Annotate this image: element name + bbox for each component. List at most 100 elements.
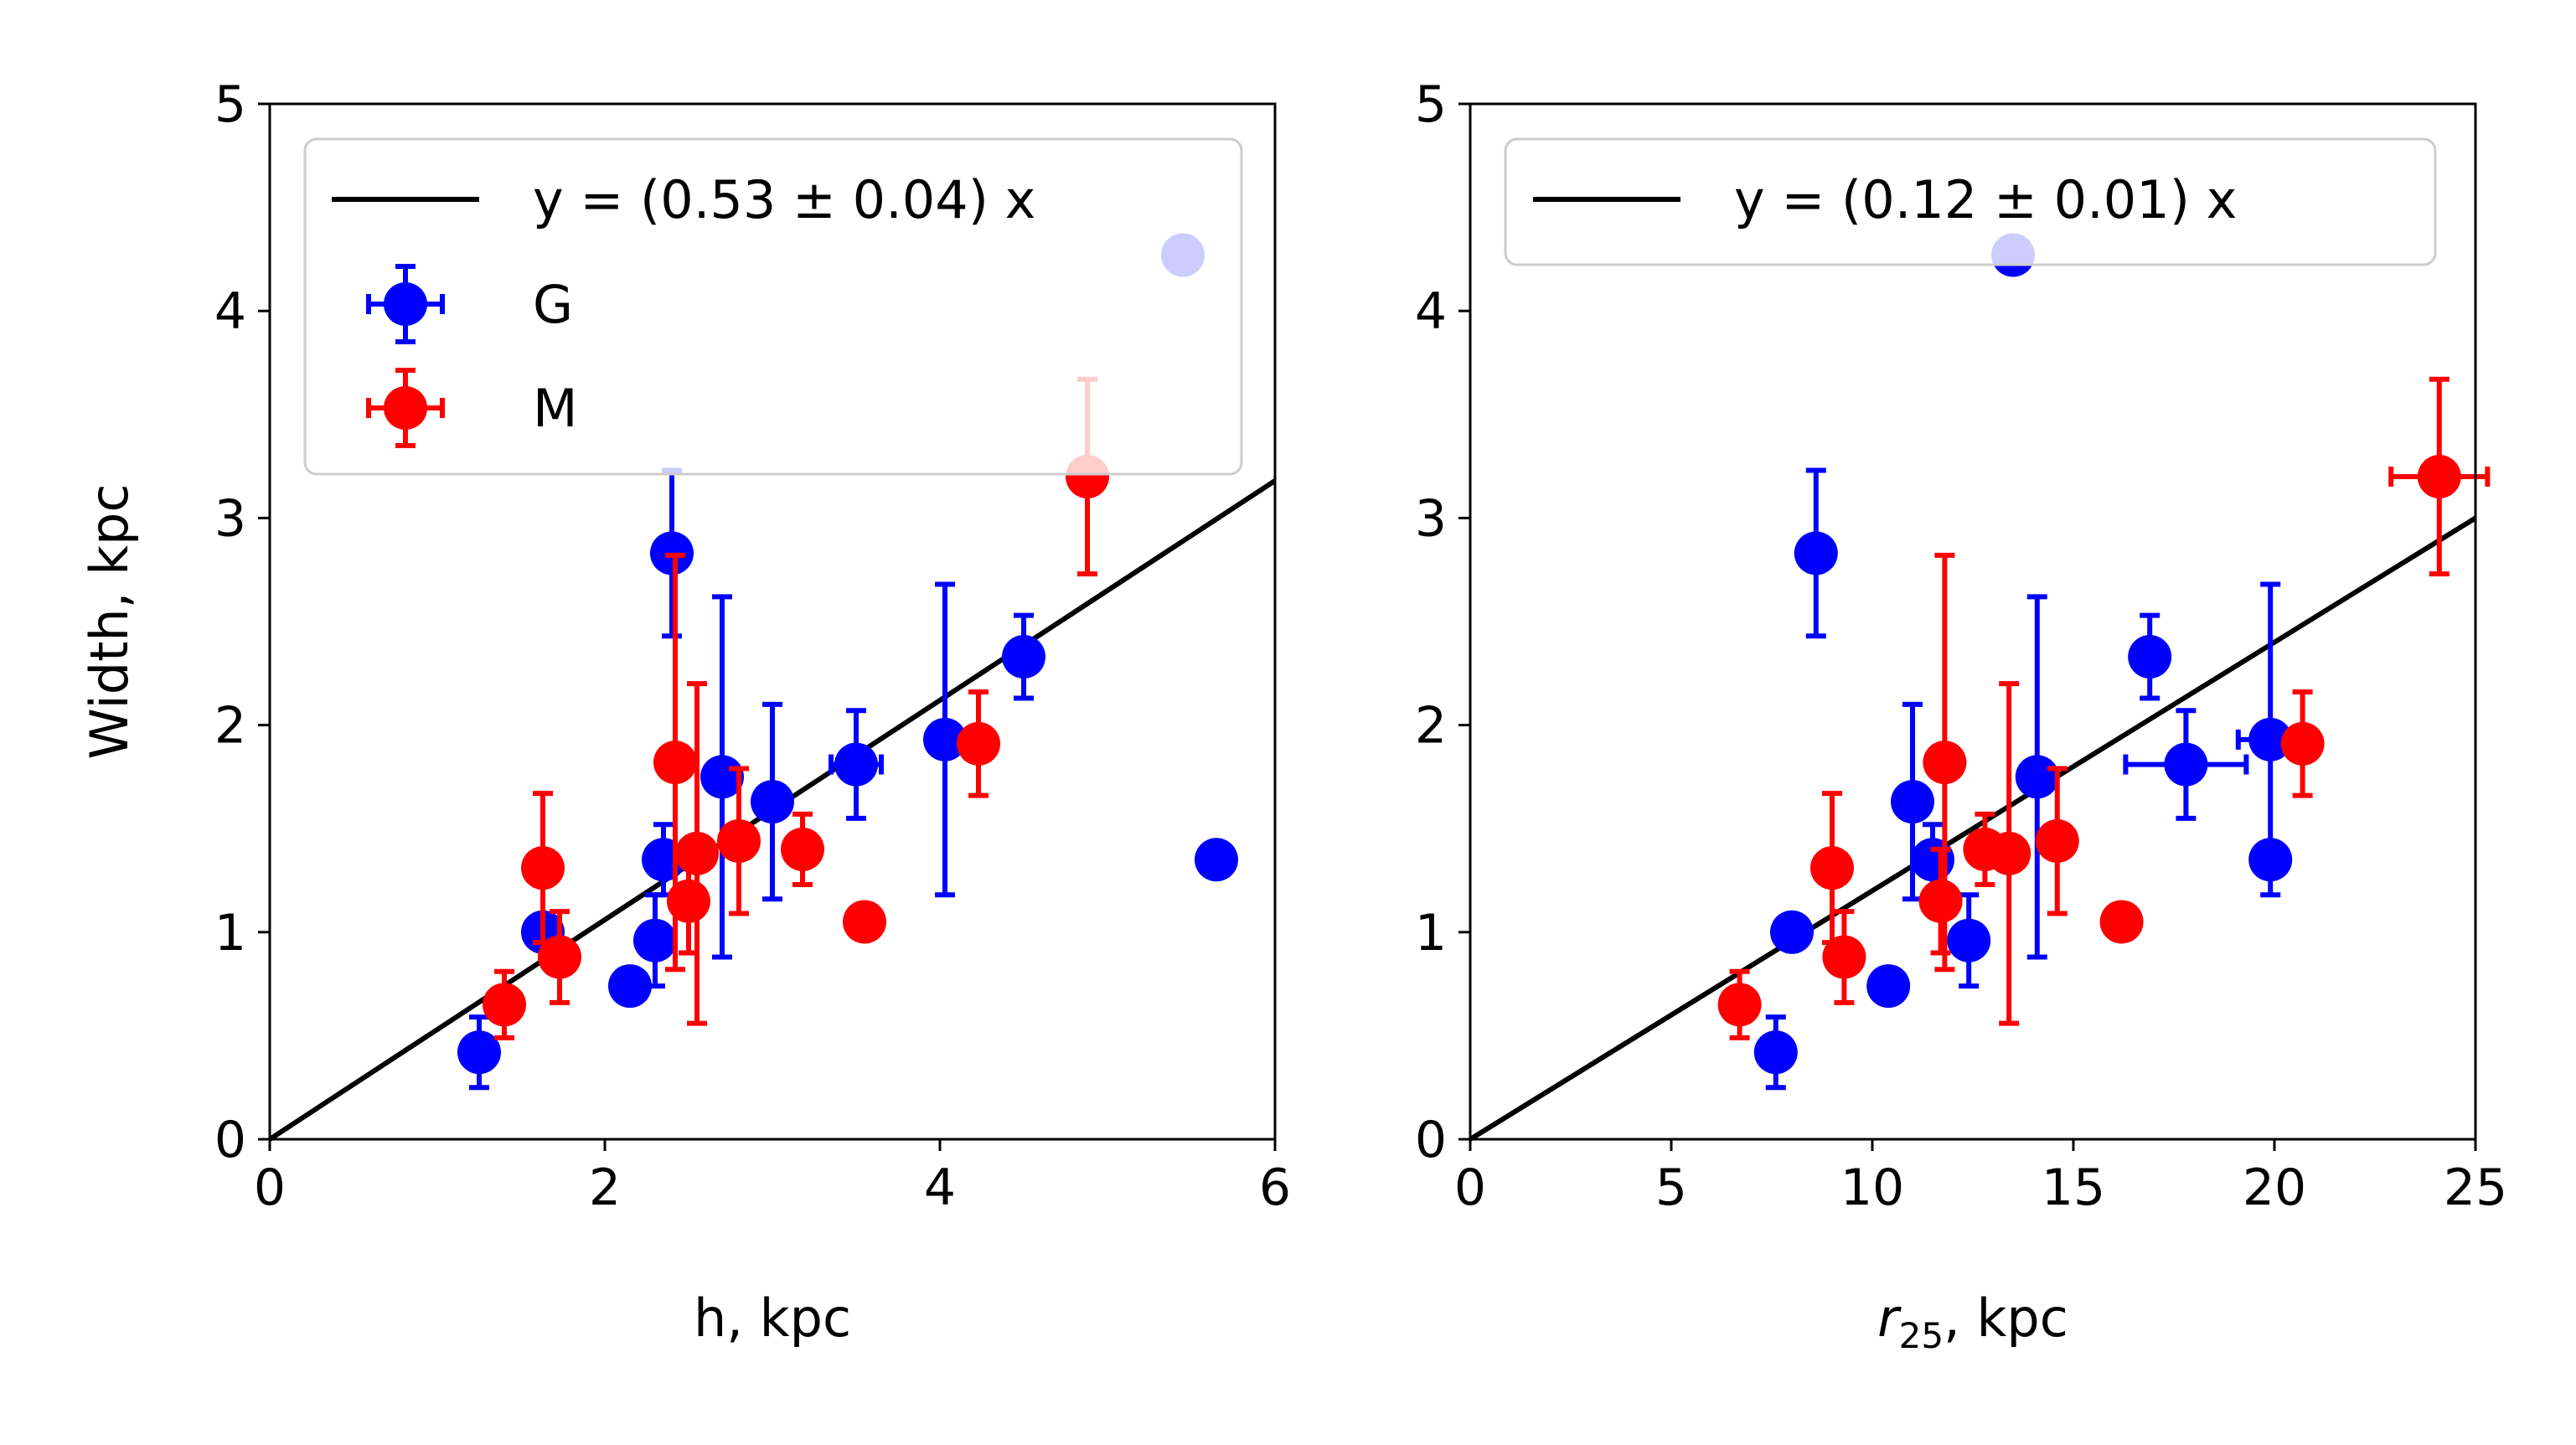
- right-y-tick-label: 2: [1415, 697, 1447, 756]
- left-x-axis-label: h, kpc: [694, 1288, 851, 1349]
- right-marker-g: [1866, 964, 1911, 1009]
- right-x-axis-label-sub: 25: [1899, 1315, 1944, 1356]
- right-legend-fit-label: y = (0.12 ± 0.01) x: [1734, 169, 2237, 230]
- left-marker-m: [653, 741, 697, 785]
- right-marker-g: [1947, 918, 1991, 962]
- right-marker-m: [2280, 721, 2325, 766]
- left-marker-m: [667, 879, 710, 923]
- left-point-g: [457, 1014, 501, 1091]
- right-legend-box: [1504, 137, 2437, 266]
- left-legend-box: [303, 137, 1243, 476]
- left-point-g: [829, 708, 884, 821]
- right-panel: 0 5 10 15 20 25 0 1 2 3 4 5 r25, kpc y = (0.12 ± 0.…: [1415, 75, 2507, 1356]
- left-y-tick-label: 3: [214, 489, 246, 548]
- left-legend-m-label: M: [533, 378, 578, 439]
- left-point-m: [538, 909, 581, 1005]
- left-point-g: [700, 594, 744, 960]
- left-marker-g: [608, 964, 652, 1009]
- right-x-tick-label: 0: [1454, 1159, 1486, 1217]
- left-marker-g: [751, 780, 794, 824]
- right-point-g: [2248, 838, 2293, 882]
- right-point-g: [2128, 612, 2172, 701]
- right-y-tick-label: 1: [1415, 904, 1447, 962]
- right-marker-m: [1987, 831, 2031, 875]
- right-x-tick-label: 5: [1655, 1159, 1687, 1217]
- right-marker-g: [2015, 755, 2059, 799]
- left-point-g: [751, 701, 794, 902]
- right-marker-g: [2164, 742, 2208, 787]
- left-marker-g: [700, 755, 744, 799]
- left-marker-g: [923, 717, 967, 761]
- left-marker-g: [457, 1030, 501, 1075]
- left-y-tick-label: 4: [214, 282, 246, 341]
- right-point-m: [1822, 909, 1866, 1005]
- right-x-tick-label: 25: [2444, 1159, 2507, 1217]
- right-marker-m: [1923, 741, 1967, 785]
- right-point-g: [2123, 708, 2249, 821]
- right-marker-g: [1911, 838, 1954, 882]
- left-y-axis-label: Width, kpc: [79, 484, 140, 760]
- right-y-tick-label: 5: [1415, 75, 1447, 134]
- right-marker-g: [1770, 910, 1814, 954]
- left-point-m: [675, 681, 719, 1026]
- left-marker-g: [1002, 635, 1045, 679]
- right-point-m: [2280, 689, 2325, 798]
- left-point-m: [843, 900, 886, 944]
- right-y-tick-label: 3: [1415, 489, 1447, 548]
- left-marker-m: [717, 819, 761, 864]
- left-point-m: [483, 968, 526, 1040]
- left-point-g: [1195, 838, 1238, 882]
- right-point-m: [1918, 846, 1963, 956]
- right-point-m: [1810, 791, 1854, 946]
- right-marker-m: [1810, 846, 1854, 890]
- left-marker-m: [781, 827, 824, 871]
- right-point-g: [1866, 964, 1911, 1009]
- right-y-tick-label: 4: [1415, 282, 1447, 341]
- left-legend-g-label: G: [533, 274, 573, 335]
- left-y-tick-label: 1: [214, 904, 246, 962]
- left-marker-g: [834, 742, 878, 787]
- right-point-m: [2388, 376, 2491, 577]
- left-x-tick-label: 2: [589, 1159, 621, 1217]
- right-y-tick-label: 0: [1415, 1111, 1447, 1169]
- right-x-axis-label-rest: , kpc: [1944, 1288, 2068, 1349]
- right-point-g: [1794, 467, 1838, 639]
- left-point-g: [608, 964, 652, 1009]
- left-marker-m: [521, 846, 565, 890]
- left-axes-frame: [268, 102, 1277, 1141]
- left-y-tick-label: 0: [214, 1111, 246, 1169]
- left-point-m: [781, 811, 824, 887]
- left-marker-m: [957, 721, 1000, 766]
- right-marker-m: [2099, 900, 2144, 944]
- left-point-g: [923, 581, 967, 898]
- left-y-tick-label: 5: [214, 75, 246, 134]
- left-legend-m-marker: [366, 368, 445, 448]
- right-point-g: [1770, 910, 1814, 954]
- right-marker-g: [1891, 780, 1934, 824]
- right-marker-m: [1918, 879, 1963, 923]
- right-marker-m: [2417, 454, 2461, 498]
- right-marker-m: [2035, 819, 2079, 864]
- right-marker-g: [2128, 635, 2172, 679]
- left-point-m: [717, 766, 761, 916]
- left-marker-m: [843, 900, 886, 944]
- right-fit-line: [1469, 515, 2477, 1142]
- left-x-tick-label: 4: [924, 1159, 956, 1217]
- right-point-m: [1987, 681, 2031, 1026]
- left-legend-fit-label: y = (0.53 ± 0.04) x: [533, 169, 1035, 230]
- right-x-tick-label: 10: [1840, 1159, 1904, 1217]
- left-marker-g: [1195, 838, 1238, 882]
- right-marker-g: [2248, 717, 2293, 761]
- right-axes-frame: [1469, 102, 2477, 1141]
- right-point-g: [1947, 892, 1991, 989]
- right-x-axis-label: r25, kpc: [1877, 1288, 2068, 1356]
- left-point-m: [957, 689, 1000, 798]
- left-panel: 0 2 4 6 0 1 2 3 4 5 h, kpc Width, kpc y = (0.53 ±…: [79, 75, 1291, 1349]
- right-x-tick-label: 15: [2042, 1159, 2105, 1217]
- right-marker-m: [1717, 983, 1762, 1027]
- left-marker-m: [675, 831, 719, 875]
- left-legend-g-marker: [366, 264, 445, 344]
- right-x-tick-label: 20: [2243, 1159, 2306, 1217]
- left-marker-m: [483, 983, 526, 1027]
